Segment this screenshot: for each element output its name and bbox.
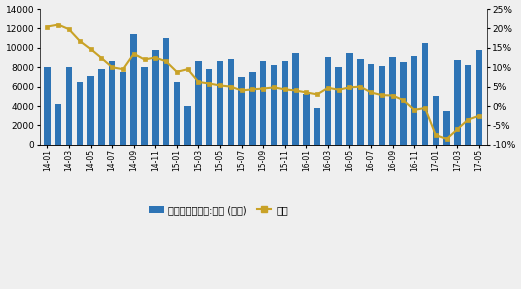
同比 [336,88,342,91]
Bar [314,108,320,145]
同比 [411,108,417,112]
同比 [88,47,94,51]
同比 [131,52,137,55]
Bar [422,43,428,145]
同比 [271,86,277,89]
Bar [357,60,364,145]
同比 [357,85,364,88]
Bar [443,111,450,145]
Bar [141,67,148,145]
Bar [249,72,256,145]
同比 [346,86,353,89]
同比 [400,99,406,102]
Bar [130,34,137,145]
Bar [411,55,417,145]
Bar [163,38,169,145]
Bar [260,61,266,145]
Bar [476,50,482,145]
Bar [368,64,374,145]
同比 [152,56,158,59]
同比 [325,86,331,90]
同比 [184,67,191,71]
Legend: 房地产开发投资:单月 (亿元), 同比: 房地产开发投资:单月 (亿元), 同比 [145,201,292,219]
Bar [303,95,309,145]
Bar [346,53,353,145]
同比 [476,114,482,117]
Bar [55,104,61,145]
同比 [282,88,288,91]
Bar [88,76,94,145]
同比 [44,25,51,28]
同比 [260,87,266,90]
同比 [66,27,72,31]
Line: 同比: 同比 [45,23,481,141]
同比 [368,91,374,94]
Bar [271,65,277,145]
Bar [325,57,331,145]
同比 [163,60,169,63]
Bar [400,62,407,145]
同比 [217,84,223,87]
同比 [432,133,439,137]
Bar [152,50,158,145]
同比 [454,127,461,131]
Bar [109,61,115,145]
同比 [141,58,147,61]
同比 [390,94,396,97]
Bar [454,60,461,145]
同比 [314,93,320,96]
Bar [66,67,72,145]
同比 [303,91,309,94]
Bar [173,82,180,145]
同比 [55,23,61,26]
Bar [389,57,396,145]
同比 [195,80,202,84]
同比 [292,89,299,92]
Bar [77,82,83,145]
同比 [465,118,472,121]
Bar [217,61,224,145]
同比 [173,70,180,74]
Bar [98,69,105,145]
同比 [206,82,213,85]
同比 [109,66,115,69]
同比 [120,67,126,71]
同比 [379,93,385,97]
Bar [432,96,439,145]
同比 [228,85,234,88]
Bar [336,67,342,145]
Bar [44,67,51,145]
Bar [281,61,288,145]
Bar [465,65,472,145]
同比 [98,56,105,60]
Bar [206,69,213,145]
同比 [443,137,450,141]
Bar [195,61,202,145]
Bar [239,77,245,145]
Bar [184,106,191,145]
同比 [77,39,83,42]
同比 [249,88,255,91]
Bar [228,60,234,145]
同比 [239,89,245,92]
Bar [292,53,299,145]
Bar [120,72,126,145]
Bar [379,66,385,145]
同比 [422,106,428,110]
